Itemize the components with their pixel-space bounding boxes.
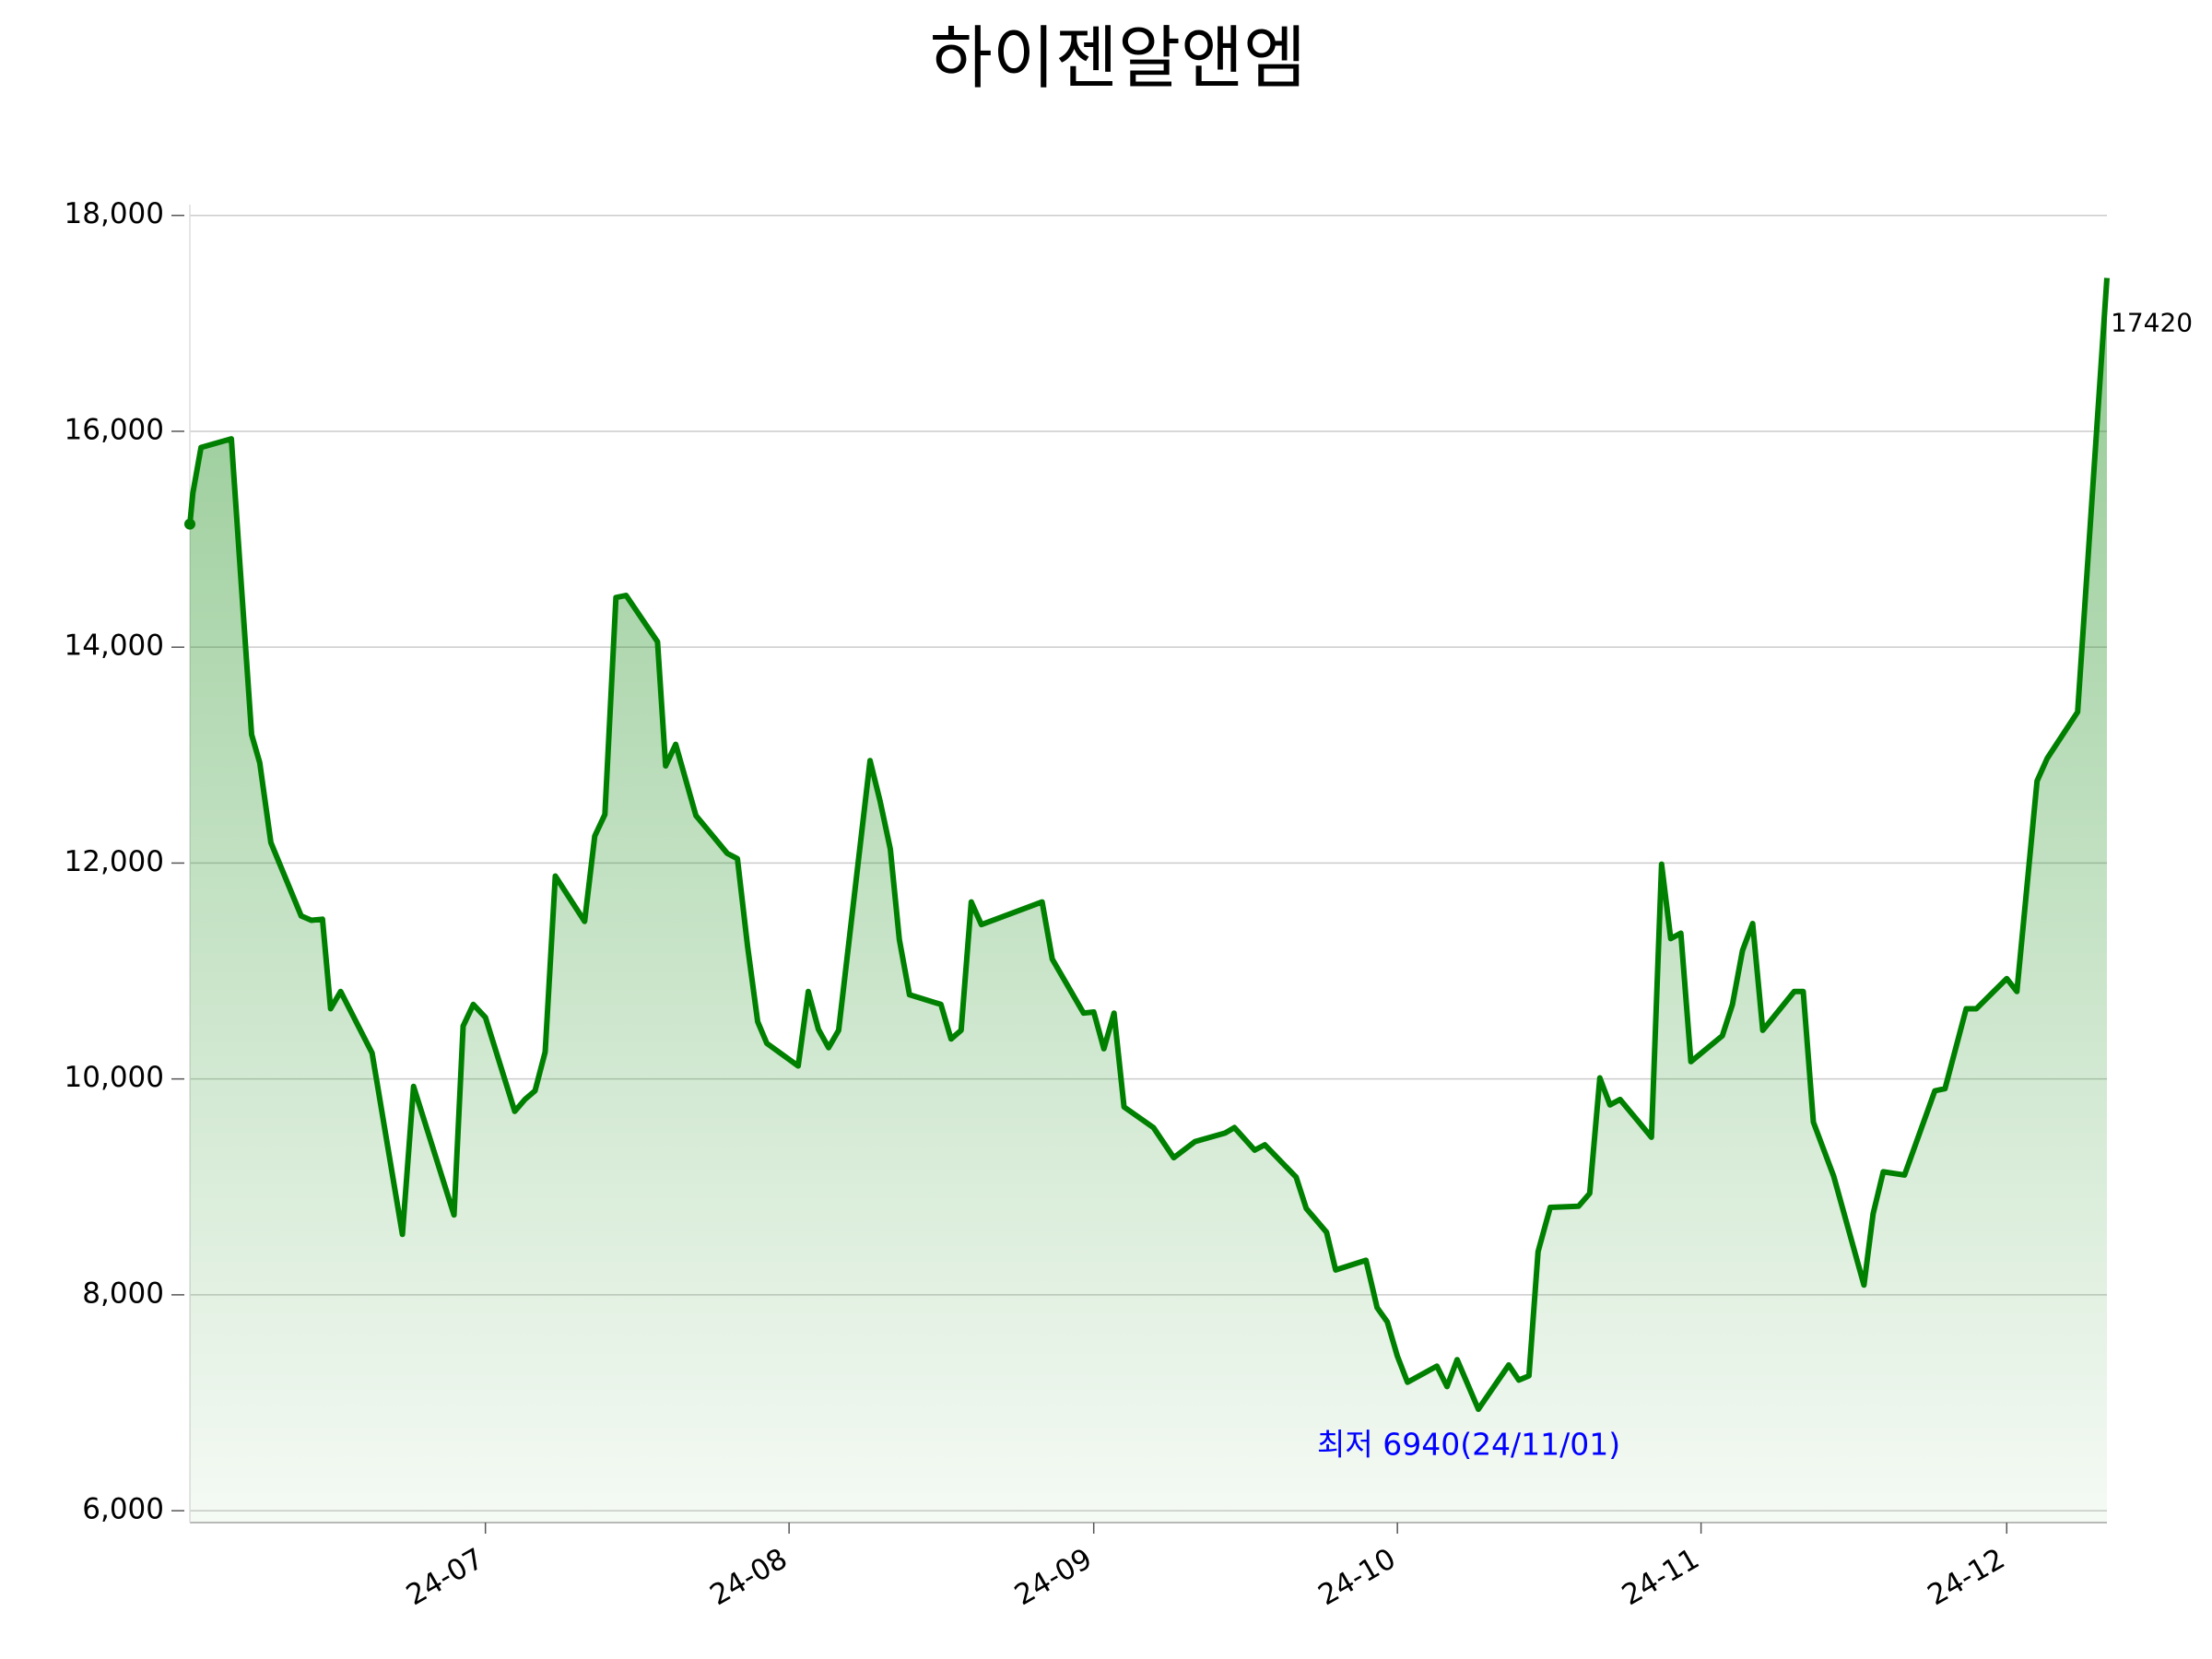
y-tick-label: 16,000 <box>65 413 164 446</box>
y-tick-label: 14,000 <box>65 629 164 663</box>
x-tick-label: 24-07 <box>401 1542 489 1612</box>
y-tick-label: 8,000 <box>82 1277 164 1310</box>
x-tick-label: 24-09 <box>1009 1542 1098 1612</box>
y-tick-label: 12,000 <box>65 845 164 878</box>
last-value-label: 17420 <box>2111 308 2193 338</box>
min-annotation: 최저 6940(24/11/01) <box>1317 1427 1620 1463</box>
y-tick-label: 18,000 <box>65 197 164 230</box>
x-tick-label: 24-12 <box>1923 1542 2011 1612</box>
area <box>190 277 2107 1524</box>
chart-title: 하이젠알앤엠 <box>930 19 1306 99</box>
x-tick-label: 24-11 <box>1617 1542 1705 1612</box>
x-tick-label: 24-08 <box>704 1542 793 1612</box>
x-tick-label: 24-10 <box>1312 1542 1401 1612</box>
y-tick-label: 6,000 <box>82 1493 164 1526</box>
line <box>187 277 2110 1412</box>
y-tick-label: 10,000 <box>65 1061 164 1094</box>
start-marker <box>184 518 195 530</box>
